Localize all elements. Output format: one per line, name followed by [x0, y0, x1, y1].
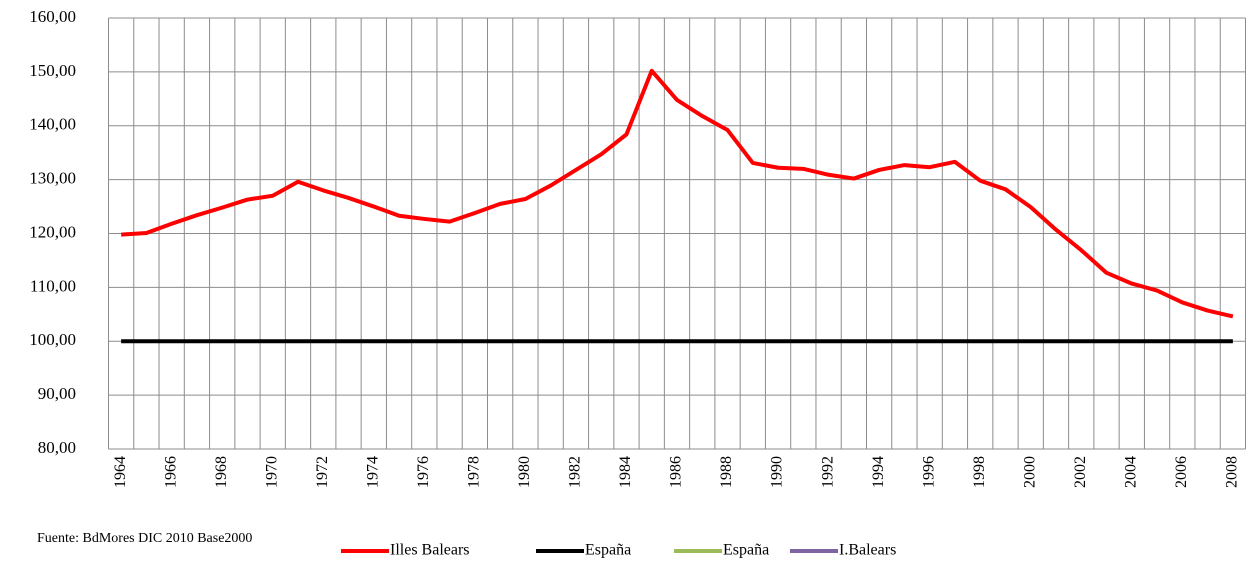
x-tick-label: 2008: [1224, 456, 1241, 488]
x-tick-label: 1994: [870, 456, 887, 488]
x-tick-label: 1970: [263, 456, 280, 488]
y-tick-label: 80,00: [38, 438, 76, 457]
y-tick-label: 140,00: [29, 115, 76, 134]
y-tick-label: 130,00: [29, 169, 76, 188]
legend-label: España: [585, 542, 631, 559]
x-tick-label: 1996: [920, 456, 937, 488]
legend-label: España: [723, 542, 769, 559]
x-tick-label: 2000: [1021, 456, 1038, 488]
y-tick-label: 160,00: [29, 7, 76, 26]
x-tick-label: 2006: [1173, 456, 1190, 488]
x-tick-label: 1980: [516, 456, 533, 488]
y-tick-label: 120,00: [29, 222, 76, 241]
x-tick-label: 1998: [971, 456, 988, 488]
x-tick-label: 1986: [668, 456, 685, 488]
x-tick-label: 1968: [213, 456, 230, 488]
y-tick-label: 110,00: [30, 276, 76, 295]
legend-label: I.Balears: [839, 542, 896, 559]
legend-label: Illes Balears: [390, 542, 470, 559]
data-line: [121, 68, 1234, 319]
source-note: Fuente: BdMores DIC 2010 Base2000: [37, 531, 252, 546]
y-tick-label: 100,00: [29, 330, 76, 349]
x-tick-label: 2004: [1122, 456, 1139, 488]
x-tick-label: 1974: [364, 456, 381, 488]
x-tick-label: 1992: [819, 456, 836, 488]
y-tick-label: 150,00: [29, 61, 76, 80]
y-tick-label: 90,00: [38, 384, 76, 403]
x-tick-label: 1972: [314, 456, 331, 488]
x-tick-label: 1964: [112, 456, 129, 488]
x-tick-label: 1976: [415, 456, 432, 488]
x-tick-label: 2002: [1072, 456, 1089, 488]
x-tick-label: 1978: [466, 456, 483, 488]
x-tick-label: 1988: [718, 456, 735, 488]
x-tick-label: 1984: [617, 456, 634, 488]
x-tick-label: 1966: [162, 456, 179, 488]
x-tick-label: 1982: [567, 456, 584, 488]
x-tick-label: 1990: [769, 456, 786, 488]
